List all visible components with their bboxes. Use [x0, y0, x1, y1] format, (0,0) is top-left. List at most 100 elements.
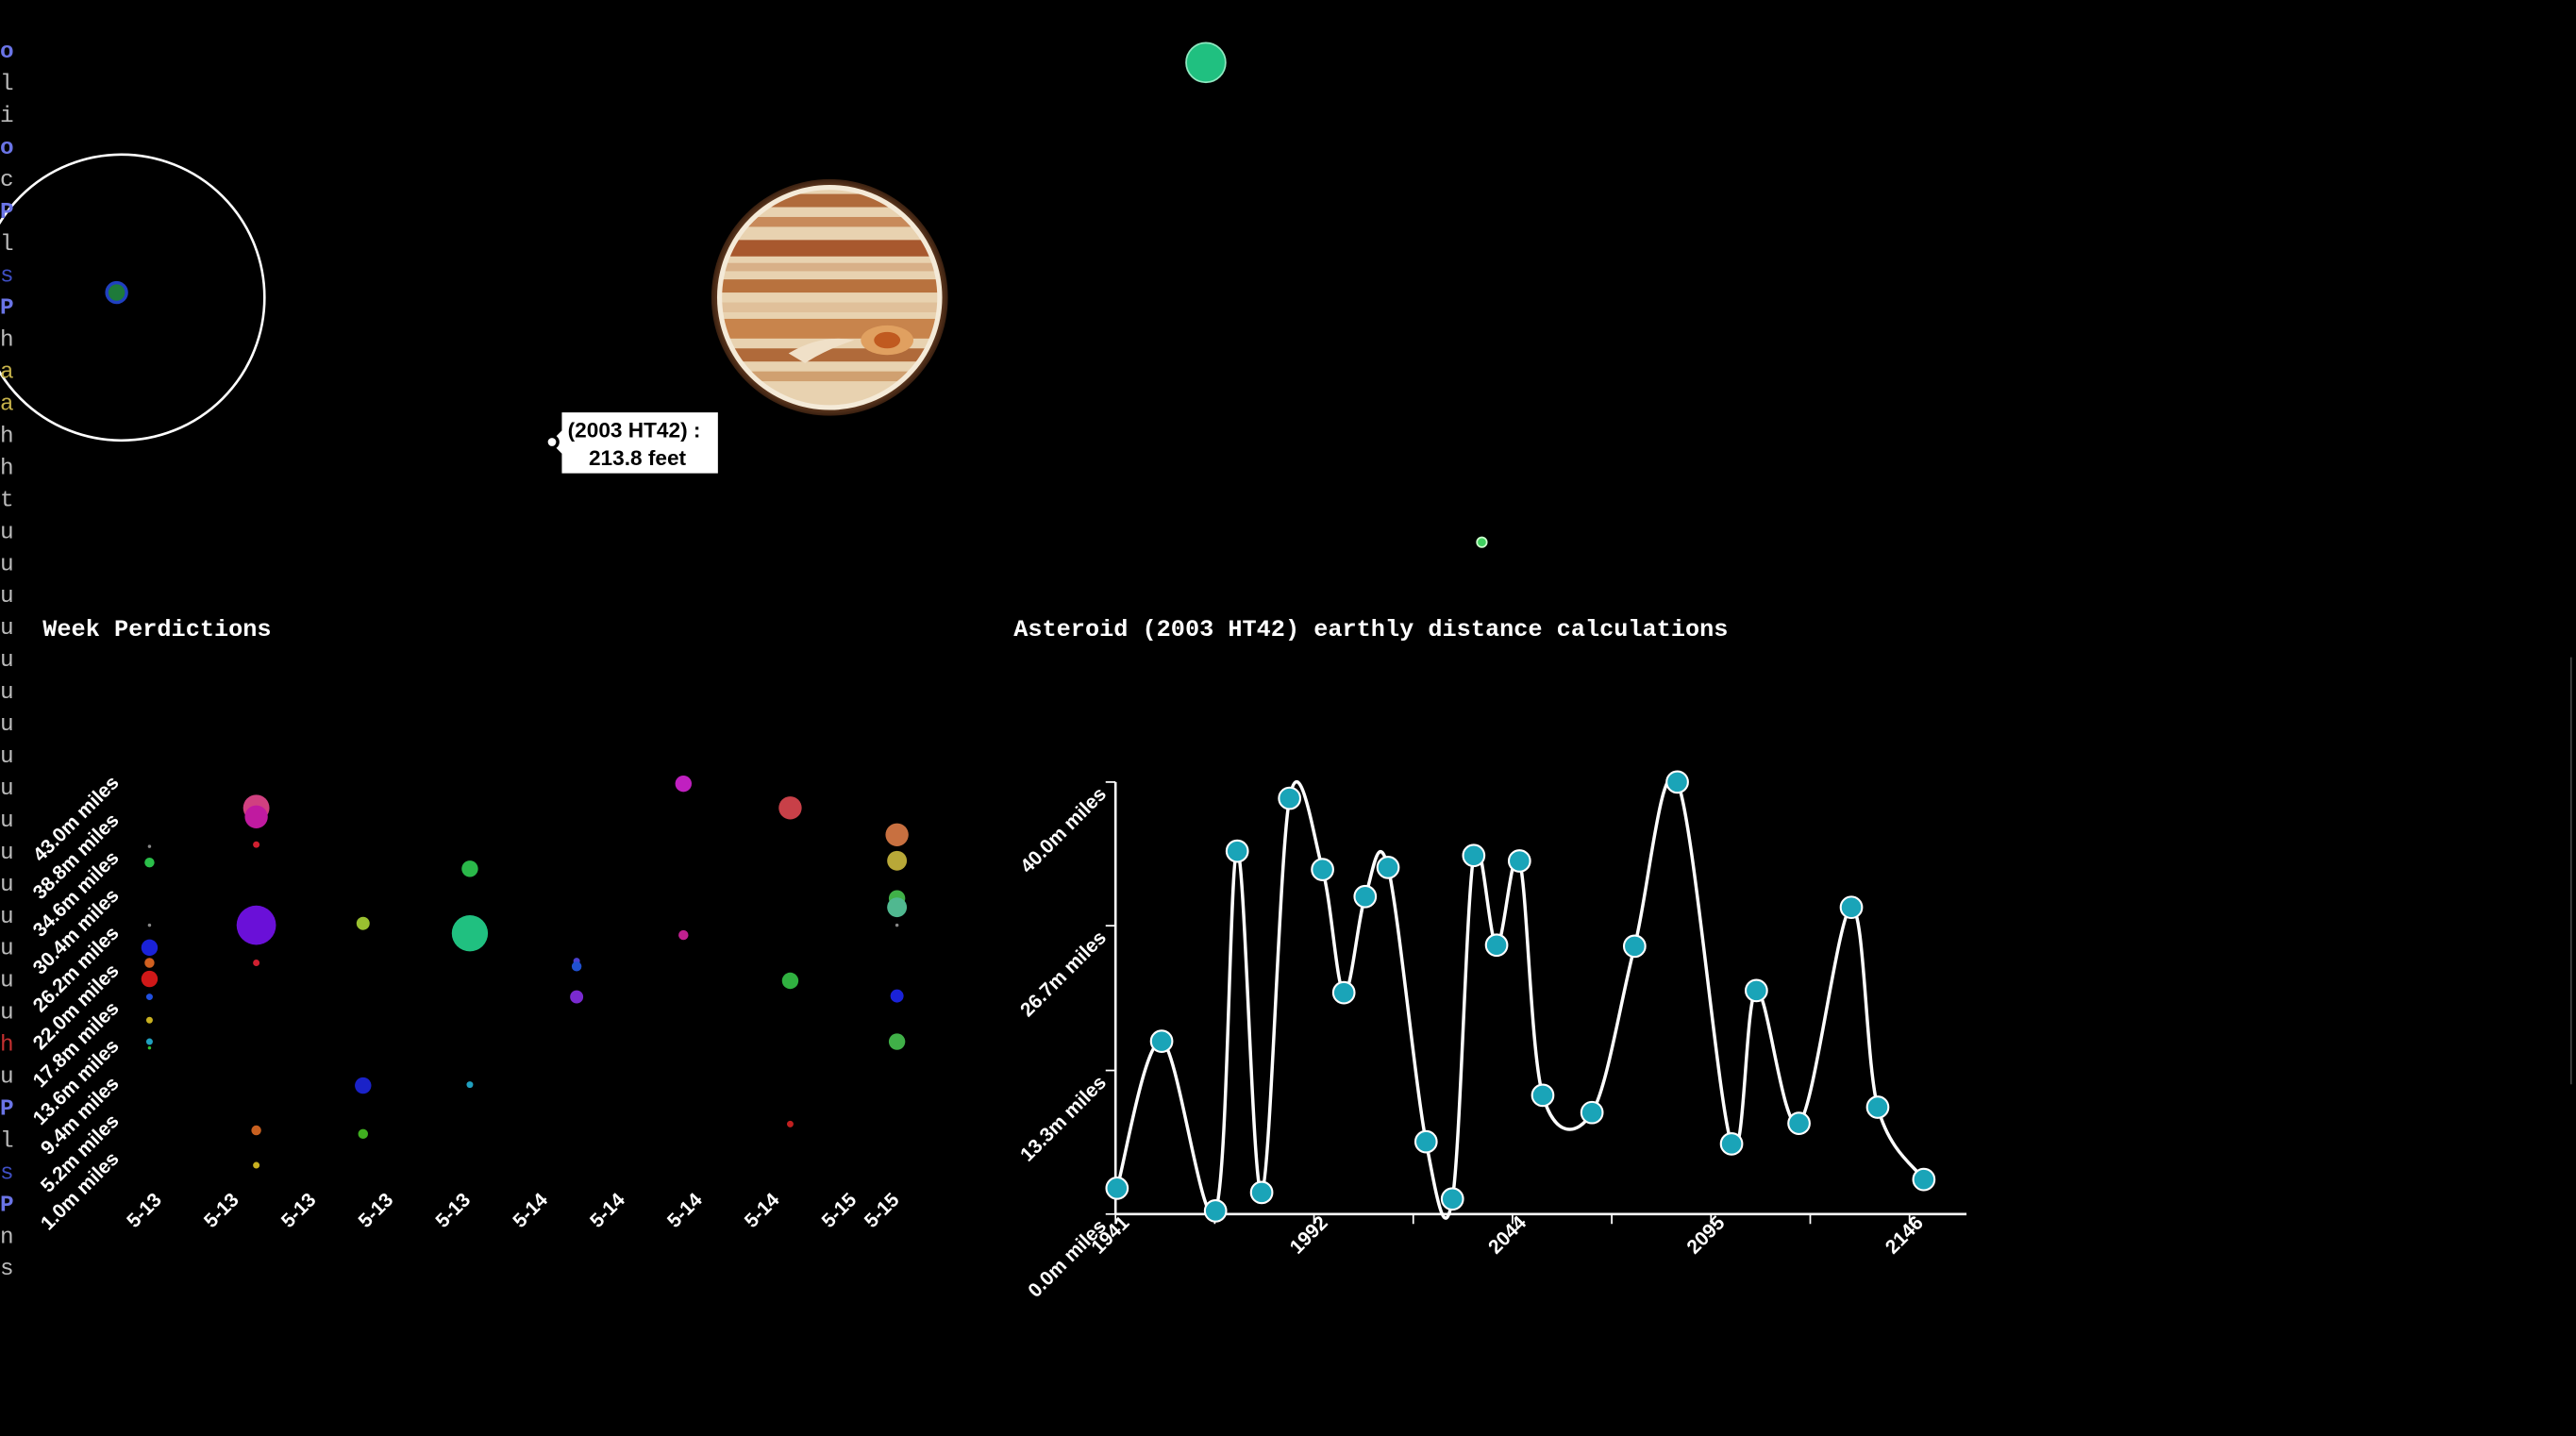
bubble — [885, 823, 909, 846]
code-letter: s — [0, 1160, 14, 1186]
bubble — [570, 990, 584, 1004]
asteroid[interactable] — [1476, 536, 1488, 548]
bubble — [781, 972, 799, 990]
point — [1440, 1187, 1464, 1211]
tooltip: (2003 HT42) : 213.8 feet — [544, 412, 718, 474]
code-letter: s — [0, 264, 14, 290]
code-letter: h — [0, 1033, 14, 1059]
bubble — [145, 1038, 153, 1045]
bubble — [358, 1128, 368, 1140]
code-letter: n — [0, 1225, 14, 1250]
chart-title: Week Perdictions — [42, 616, 271, 643]
point — [1787, 1111, 1811, 1136]
code-letter: u — [0, 937, 14, 962]
code-letter: s — [0, 1257, 14, 1282]
bubble — [356, 916, 370, 930]
code-letter: u — [0, 712, 14, 738]
code-letter: h — [0, 328, 14, 354]
bubble — [145, 994, 153, 1001]
point — [1225, 839, 1249, 863]
bubble — [251, 1125, 261, 1136]
point — [1105, 1176, 1129, 1200]
code-letter: a — [0, 360, 14, 386]
point — [1278, 786, 1302, 810]
bubble — [253, 841, 260, 848]
bubble — [786, 1120, 794, 1127]
point — [1719, 1132, 1744, 1156]
code-letter: u — [0, 809, 14, 834]
bubble — [147, 844, 152, 848]
code-letter: u — [0, 969, 14, 994]
code-letter: u — [0, 680, 14, 706]
point — [1507, 849, 1531, 873]
code-letter: h — [0, 425, 14, 450]
code-letter: P — [0, 200, 14, 225]
point — [1839, 895, 1864, 920]
bubble — [887, 897, 908, 918]
code-letter: P — [0, 296, 14, 322]
point — [1376, 855, 1400, 879]
line — [1115, 776, 1926, 1220]
code-letter: h — [0, 456, 14, 481]
asteroid[interactable] — [1185, 42, 1227, 84]
bubble — [236, 905, 276, 945]
code-letter: a — [0, 392, 14, 418]
point — [1912, 1167, 1936, 1192]
code-letter: u — [0, 1065, 14, 1091]
point — [1249, 1180, 1274, 1205]
bubble — [571, 961, 582, 972]
code-letter: u — [0, 584, 14, 609]
earth — [105, 280, 128, 305]
bubble — [253, 1161, 260, 1169]
point — [1865, 1095, 1890, 1119]
code-letter: l — [0, 72, 14, 97]
bubble — [253, 960, 260, 966]
bubble — [675, 775, 692, 793]
code-letter: u — [0, 552, 14, 577]
bubble — [144, 857, 155, 868]
code-letter: u — [0, 1001, 14, 1027]
point — [1665, 770, 1689, 794]
code-letter: u — [0, 776, 14, 802]
code-letter: o — [0, 40, 14, 65]
code-letter: u — [0, 905, 14, 930]
bubble — [888, 1033, 906, 1050]
code-letter: P — [0, 1193, 14, 1218]
tooltip-name: (2003 HT42) : — [568, 418, 701, 442]
point — [1149, 1029, 1174, 1054]
point — [1462, 843, 1486, 868]
bubble — [355, 1077, 372, 1094]
code-letter: t — [0, 488, 14, 513]
chart-title: Asteroid (2003 HT42) earthly distance ca… — [1013, 616, 1728, 643]
code-letter: u — [0, 873, 14, 898]
code-letter: l — [0, 1128, 14, 1154]
point — [1580, 1100, 1604, 1125]
point — [1531, 1083, 1555, 1108]
tooltip-size: 213.8 feet — [589, 446, 687, 470]
point — [1622, 934, 1647, 959]
point — [1413, 1129, 1438, 1154]
code-letter: l — [0, 232, 14, 258]
point — [1331, 980, 1356, 1005]
code-letter: c — [0, 168, 14, 193]
bubble — [466, 1081, 474, 1089]
bubble — [144, 958, 155, 968]
point — [1353, 884, 1378, 909]
bubble — [461, 860, 478, 877]
point — [1484, 933, 1509, 958]
code-letter: u — [0, 648, 14, 674]
bubble — [895, 923, 899, 927]
code-letter: u — [0, 744, 14, 770]
bubble — [244, 805, 268, 828]
code-letter: u — [0, 841, 14, 866]
bubble — [141, 939, 159, 957]
point — [1311, 858, 1334, 881]
bubble — [147, 1045, 152, 1050]
bubble — [141, 970, 159, 988]
orbit — [0, 153, 266, 442]
bubble — [678, 929, 689, 941]
code-letter: u — [0, 616, 14, 642]
